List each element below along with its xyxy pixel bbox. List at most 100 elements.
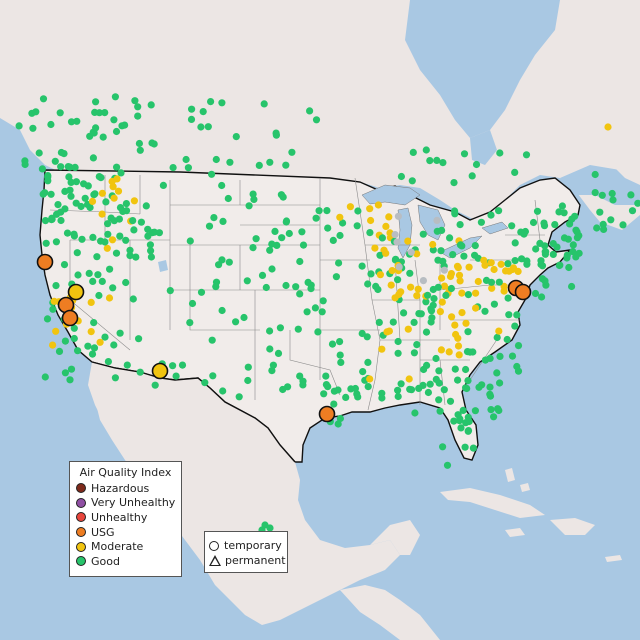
monitor-marker: [464, 377, 472, 385]
monitor-marker: [391, 256, 399, 264]
very-unhealthy-swatch-icon: [76, 497, 86, 508]
monitor-marker: [442, 291, 450, 299]
monitor-marker: [395, 263, 403, 271]
monitor-marker: [382, 249, 390, 257]
monitor-marker: [197, 123, 205, 131]
good-swatch-icon: [76, 556, 86, 567]
monitor-marker: [366, 375, 374, 383]
monitor-marker: [104, 220, 112, 228]
monitor-marker: [533, 207, 542, 215]
monitor-marker: [66, 376, 74, 384]
monitor-marker: [148, 229, 157, 237]
monitor-marker: [433, 216, 441, 224]
monitor-marker: [371, 244, 379, 252]
monitor-marker: [511, 168, 519, 176]
monitor-marker: [137, 218, 145, 226]
monitor-marker: [199, 108, 207, 116]
monitor-marker: [353, 222, 361, 230]
monitor-marker: [505, 267, 513, 275]
monitor-marker: [456, 277, 464, 285]
monitor-marker: [212, 283, 220, 291]
monitor-marker: [394, 212, 402, 220]
monitor-marker: [103, 244, 111, 252]
monitor-marker: [495, 207, 503, 215]
monitor-marker: [600, 225, 608, 233]
monitor-marker: [101, 333, 109, 341]
monitor-marker: [406, 385, 414, 393]
monitor-marker: [73, 249, 81, 257]
monitor-marker: [98, 210, 106, 218]
monitor-marker: [328, 340, 337, 348]
monitor-marker: [147, 101, 155, 109]
monitor-marker: [413, 341, 421, 349]
monitor-marker: [131, 97, 139, 105]
monitor-marker: [273, 241, 281, 249]
monitor-marker: [458, 289, 466, 297]
monitor-marker: [274, 349, 283, 357]
monitor-marker: [569, 248, 577, 256]
legend-label: Good: [91, 554, 120, 568]
monitor-marker: [134, 103, 142, 111]
monitor-marker: [51, 157, 59, 165]
monitor-marker: [440, 386, 448, 394]
monitor-marker: [89, 277, 97, 285]
monitor-marker: [232, 318, 240, 326]
monitor-marker: [414, 285, 422, 293]
monitor-marker: [95, 109, 103, 117]
monitor-marker: [240, 313, 248, 322]
monitor-marker: [57, 216, 65, 225]
monitor-marker: [391, 231, 399, 239]
monitor-marker: [56, 109, 64, 117]
monitor-marker: [260, 100, 268, 108]
monitor-marker: [366, 205, 374, 213]
monitor-marker: [477, 218, 485, 226]
monitor-marker: [367, 270, 375, 278]
monitor-marker: [207, 98, 215, 106]
monitor-marker: [271, 227, 279, 235]
monitor-marker: [330, 387, 338, 395]
monitor-marker: [169, 362, 177, 370]
monitor-markers: [15, 93, 640, 534]
monitor-marker: [97, 174, 105, 182]
monitor-marker: [66, 163, 74, 171]
monitor-marker: [113, 163, 121, 171]
monitor-marker: [472, 160, 481, 169]
monitor-marker: [121, 121, 129, 129]
monitor-marker: [443, 461, 452, 469]
monitor-marker: [89, 233, 97, 241]
monitor-marker: [549, 250, 557, 258]
monitor-marker: [551, 221, 559, 229]
monitor-marker: [511, 322, 519, 330]
monitor-marker: [336, 414, 344, 423]
monitor-marker: [205, 222, 214, 230]
monitor-marker: [413, 250, 421, 258]
monitor-marker: [74, 271, 82, 279]
monitor-marker: [490, 300, 498, 308]
monitor-marker: [315, 207, 323, 215]
monitor-marker: [70, 230, 78, 238]
monitor-marker: [572, 226, 580, 234]
monitor-marker: [493, 333, 501, 342]
monitor-marker: [252, 235, 260, 243]
legend-item-unhealthy: Unhealthy: [70, 510, 181, 525]
monitor-marker: [262, 283, 270, 292]
monitor-marker: [282, 161, 290, 169]
monitor-marker: [511, 257, 519, 265]
monitor-marker: [15, 122, 23, 130]
monitor-marker: [255, 161, 263, 169]
legend-item-usg: USG: [70, 525, 181, 540]
monitor-marker: [93, 253, 101, 261]
monitor-marker: [464, 291, 472, 299]
monitor-marker: [47, 190, 55, 198]
monitor-marker: [394, 337, 402, 346]
monitor-marker: [569, 241, 577, 249]
monitor-marker: [375, 318, 383, 326]
monitor-marker: [481, 307, 489, 315]
monitor-marker: [285, 229, 293, 238]
monitor-marker: [235, 393, 243, 401]
monitor-marker: [458, 309, 466, 317]
monitor-marker: [114, 187, 123, 195]
monitor-marker: [225, 258, 233, 266]
monitor-marker: [102, 198, 110, 206]
monitor-marker: [439, 159, 447, 167]
